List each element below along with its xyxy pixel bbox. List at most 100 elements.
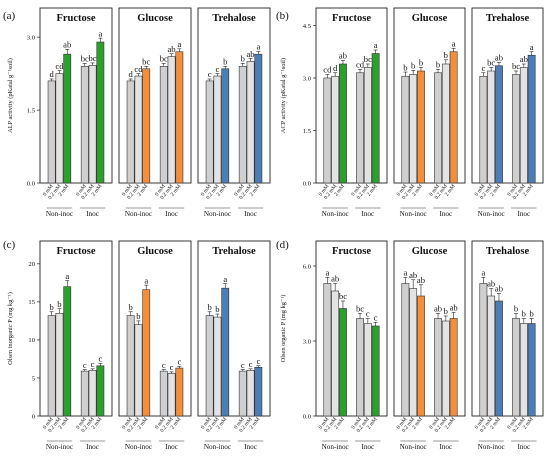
facet-title: Glucose	[412, 246, 448, 257]
bar	[331, 75, 340, 184]
significance-letter: a	[530, 42, 534, 52]
significance-letter: b	[49, 302, 53, 312]
bar	[254, 367, 263, 417]
group-label: Inoc	[165, 443, 178, 451]
bar	[47, 315, 56, 417]
y-tick-label: 4.5	[303, 23, 312, 30]
bar	[254, 53, 263, 184]
bar	[159, 370, 168, 417]
bar	[401, 283, 410, 417]
significance-letter: ab	[417, 275, 425, 285]
facet-title: Fructose	[56, 246, 95, 257]
bar	[434, 318, 442, 417]
bar	[331, 290, 340, 417]
significance-letter: a	[403, 267, 407, 277]
facet-title: Fructose	[56, 13, 95, 24]
facet-frame	[393, 7, 466, 184]
significance-letter: b	[128, 302, 132, 312]
significance-letter: ab	[434, 304, 442, 314]
group-label: Non-inoc	[125, 210, 152, 218]
bar	[487, 295, 496, 417]
bar	[213, 75, 222, 184]
group-label: Inoc	[86, 443, 99, 451]
bar	[401, 75, 410, 184]
significance-letter: ab	[520, 54, 528, 64]
bar	[221, 68, 230, 184]
significance-letter: ab	[167, 44, 175, 54]
y-axis-label: ACP activity (pKatal g⁻¹soil)	[280, 58, 287, 133]
significance-letter: c	[177, 357, 181, 367]
bar	[479, 283, 488, 417]
bar	[63, 286, 72, 417]
group-label: Non-inoc	[478, 210, 505, 218]
bar	[221, 287, 230, 417]
significance-letter: ab	[450, 302, 458, 312]
bar	[238, 66, 247, 184]
bar	[441, 320, 450, 417]
bar	[238, 370, 247, 417]
facet-frame	[197, 7, 271, 184]
significance-letter: b	[444, 50, 448, 60]
group-label: Non-inoc	[400, 443, 427, 451]
significance-letter: cd	[356, 59, 365, 69]
facet-title: Fructose	[332, 13, 371, 24]
bar	[409, 288, 418, 417]
bar	[339, 63, 347, 184]
group-label: Non-inoc	[478, 443, 505, 451]
bar	[449, 318, 458, 417]
significance-letter: c	[241, 360, 245, 370]
y-tick-label: 0	[32, 413, 36, 420]
significance-letter: c	[481, 63, 485, 73]
bar	[134, 75, 143, 184]
significance-letter: ab	[339, 51, 347, 61]
significance-letter: bc	[142, 57, 150, 67]
significance-letter: b	[215, 304, 219, 314]
significance-letter: b	[436, 59, 440, 69]
bar	[205, 315, 214, 417]
y-tick-label: 10	[28, 337, 35, 344]
significance-letter: a	[223, 274, 227, 284]
significance-letter: a	[325, 267, 329, 277]
group-label: Non-inoc	[322, 210, 349, 218]
facet-frame	[39, 7, 113, 184]
group-label: Non-inoc	[204, 443, 231, 451]
bar	[495, 300, 503, 417]
significance-letter: c	[366, 309, 370, 319]
significance-letter: b	[207, 302, 211, 312]
group-label: Non-inoc	[46, 210, 73, 218]
bar	[495, 65, 503, 184]
significance-letter: bc	[81, 54, 89, 64]
significance-letter: a	[481, 267, 485, 277]
facet-frame	[471, 7, 544, 184]
bar	[246, 370, 255, 417]
significance-letter: c	[216, 64, 220, 74]
group-label: Inoc	[244, 443, 257, 451]
significance-letter: b	[522, 309, 526, 319]
group-label: Inoc	[361, 210, 374, 218]
significance-letter: cd	[55, 61, 64, 71]
bar	[363, 67, 372, 184]
y-axis-label: Olsen organic P (mg kg⁻¹)	[280, 295, 287, 363]
significance-letter: b	[223, 57, 227, 67]
significance-letter: c	[256, 356, 260, 366]
group-label: Inoc	[361, 443, 374, 451]
chart-panel: (a) ALP activity (pKatal g⁻¹soil) 0.0 1.5 3.…	[3, 7, 271, 218]
bar	[142, 289, 151, 417]
panel-letter: (b)	[276, 10, 289, 22]
significance-letter: ab	[63, 40, 71, 50]
significance-letter: b	[136, 311, 140, 321]
facet-title: Trehalose	[212, 13, 256, 24]
significance-letter: d	[128, 69, 133, 79]
significance-letter: bc	[160, 54, 168, 64]
significance-letter: ab	[487, 279, 495, 289]
bar	[512, 74, 520, 184]
